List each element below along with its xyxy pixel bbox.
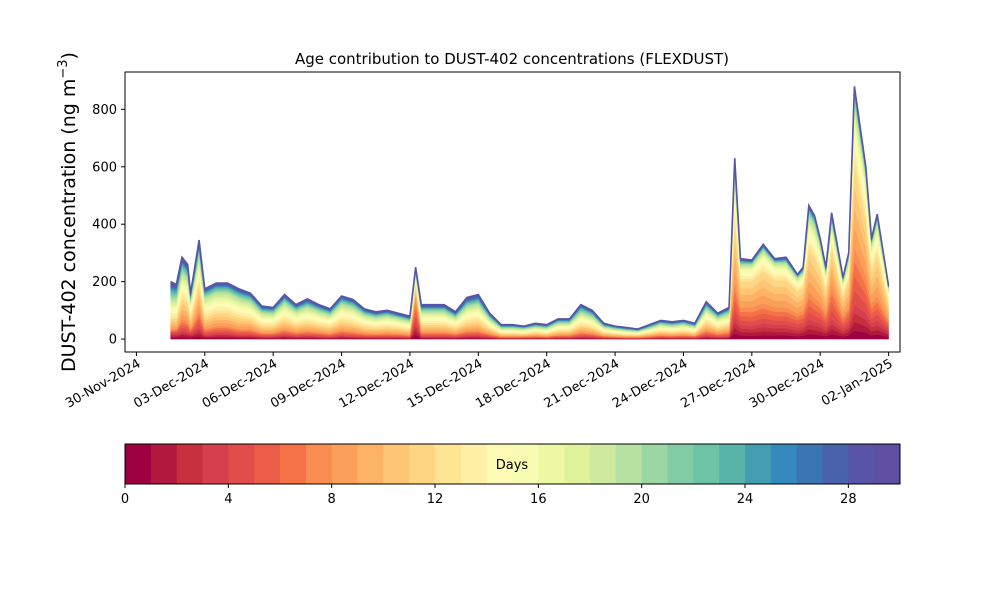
colorbar-segment-25 [770,444,798,484]
colorbar: Days 0 4 8 12 16 20 24 28 [121,443,901,507]
colorbar-tick-label: 12 [427,492,444,507]
colorbar-segment-17 [564,444,591,484]
colorbar-tick-label: 4 [224,492,232,507]
colorbar-tick-label: 0 [121,492,129,507]
colorbar-segment-10 [383,444,410,484]
plot-frame [124,71,901,353]
total-outline [170,86,890,330]
y-tick-label: 200 [92,275,117,290]
colorbar-tick-label: 8 [328,492,336,507]
colorbar-segment-1 [150,444,178,484]
colorbar-segment-0 [125,444,152,484]
y-axis-ticks: 0 200 400 600 800 [92,103,125,348]
colorbar-frame [124,443,901,485]
colorbar-segment-22 [693,444,720,484]
stacked-area-layers [170,86,890,340]
colorbar-tick-label: 28 [840,492,857,507]
colorbar-tick-label: 24 [737,492,754,507]
colorbar-segment-18 [590,444,617,484]
chart-title: Age contribution to DUST-402 concentrati… [295,50,729,68]
colorbar-tick-label: 16 [530,492,547,507]
colorbar-segment-9 [357,444,384,484]
colorbar-segment-20 [641,444,668,484]
colorbar-segment-24 [745,444,772,484]
colorbar-segment-28 [848,444,875,484]
y-tick-label: 600 [92,160,117,175]
colorbar-segment-12 [435,444,462,484]
colorbar-segment-3 [202,444,229,484]
y-tick-label: 800 [92,103,117,118]
colorbar-segment-11 [409,444,436,484]
colorbar-segment-19 [615,444,643,484]
colorbar-segment-4 [228,444,255,484]
colorbar-segment-27 [822,444,849,484]
colorbar-segment-23 [719,444,746,484]
y-tick-label: 0 [109,333,117,348]
y-axis-label: DUST-402 concentration (ng m−3) [56,52,80,372]
colorbar-segment-16 [538,444,565,484]
colorbar-segment-5 [254,444,281,484]
colorbar-segment-26 [796,444,823,484]
colorbar-segment-2 [176,444,203,484]
colorbar-segment-15 [512,444,539,484]
colorbar-label: Days [496,458,529,473]
colorbar-segment-13 [460,444,488,484]
colorbar-segments [125,444,901,484]
colorbar-segment-21 [667,444,694,484]
colorbar-segment-29 [874,444,901,484]
y-tick-label: 400 [92,218,117,233]
colorbar-segment-8 [331,444,358,484]
colorbar-tick-label: 20 [633,492,650,507]
colorbar-segment-7 [305,444,333,484]
colorbar-segment-6 [280,444,307,484]
colorbar-segment-14 [486,444,513,484]
colorbar-ticks: 0 4 8 12 16 20 24 28 [121,484,857,507]
